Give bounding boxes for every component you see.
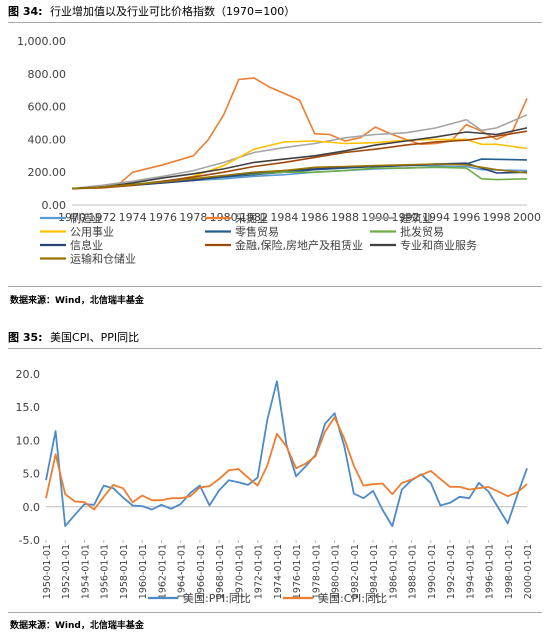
x-tick-label: 1962-01-01 (157, 544, 168, 599)
x-tick-label: 1988-01-01 (408, 544, 419, 599)
x-tick-label: 1968-01-01 (215, 544, 226, 599)
x-tick-label: 1996 (452, 211, 480, 224)
y-tick-label: 800.00 (28, 68, 67, 81)
industry-index-chart: 0.00 200.00 400.00 600.00 800.00 1,000.00 1970… (17, 35, 541, 266)
x-tick-label: 1970-01-01 (234, 544, 245, 599)
x-tick-label: 1972 (88, 211, 116, 224)
y-tick-label: 5.0 (23, 468, 41, 481)
legend-label-8: 专业和商业服务 (400, 238, 477, 252)
y-tick-label: 600.00 (28, 101, 67, 114)
x-tick-label: 1994-01-01 (465, 544, 476, 599)
legend-label-1: 美国:CPI:同比 (318, 592, 387, 605)
legend-label-5: 批发贸易 (400, 225, 444, 239)
legend-label-6: 信息业 (70, 238, 103, 252)
y-tick-label: -5.0 (19, 534, 40, 547)
x-tick-label: 1950-01-01 (42, 544, 53, 599)
x-tick-label: 1976-01-01 (292, 544, 303, 599)
x-tick-label: 1990-01-01 (427, 544, 438, 599)
figure-35-source: 数据来源：Wind，北信瑞丰基金 (10, 621, 144, 631)
x-tick-label: 1986-01-01 (388, 544, 399, 599)
x-tick-label: 1960-01-01 (138, 544, 149, 599)
x-tick-label: 1998-01-01 (504, 544, 515, 599)
series-line-1 (45, 416, 528, 511)
legend-label-0: 美国:PPI:同比 (183, 592, 251, 605)
x-tick-label: 1994 (422, 211, 450, 224)
x-tick-label: 1998 (483, 211, 511, 224)
us-cpi-ppi-chart: -5.0 0.0 5.0 10.0 15.0 20.0 1950-01-01 1952-01-… (16, 368, 535, 605)
series-line-2 (71, 114, 528, 190)
x-tick-label: 1970 (58, 211, 86, 224)
x-tick-label: 1984 (270, 211, 298, 224)
x-tick-label: 1958-01-01 (119, 544, 130, 599)
x-tick-label: 1954-01-01 (80, 544, 91, 599)
legend-label-7: 金融,保险,房地产及租赁业 (235, 238, 363, 252)
legend-label-9: 运输和仓储业 (70, 252, 136, 266)
legend-label-4: 零售贸易 (235, 225, 279, 239)
figure-34-divider (8, 286, 542, 287)
x-tick-label: 1988 (331, 211, 359, 224)
x-tick-label: 1976 (149, 211, 177, 224)
x-tick-label: 1986 (301, 211, 329, 224)
series-line-0 (45, 380, 528, 528)
x-tick-label: 1972-01-01 (254, 544, 265, 599)
y-tick-label: 0.0 (23, 501, 41, 514)
y-tick-label: 400.00 (28, 133, 67, 146)
x-tick-label: 1996-01-01 (485, 544, 496, 599)
x-tick-label: 1982 (240, 211, 268, 224)
figure-34-header: 图 34: 行业增加值以及行业可比价格指数（1970=100） (8, 4, 542, 23)
y-tick-label: 0.00 (42, 199, 67, 212)
y-tick-label: 10.0 (16, 434, 41, 447)
legend-label-3: 公用事业 (70, 226, 114, 239)
legend-label-1: 采掘业 (235, 211, 268, 225)
x-tick-label: 1974 (119, 211, 147, 224)
x-tick-label: 1974-01-01 (273, 544, 284, 599)
legend-label-0: 制造业 (70, 211, 103, 225)
y-tick-label: 1,000.00 (17, 35, 66, 48)
x-tick-label: 2000-01-01 (523, 544, 534, 599)
x-tick-label: 1982-01-01 (350, 544, 361, 599)
x-tick-label: 1952-01-01 (61, 544, 72, 599)
x-tick-label: 1992-01-01 (446, 544, 457, 599)
x-tick-label: 1978-01-01 (311, 544, 322, 599)
x-tick-label: 1964-01-01 (177, 544, 188, 599)
figure-35-title: 美国CPI、PPI同比 (50, 331, 140, 344)
figure-34-number: 图 34: (8, 5, 43, 18)
x-tick-label: 1984-01-01 (369, 544, 380, 599)
legend-label-2: 建筑业 (400, 211, 433, 225)
figure-35-divider (8, 612, 542, 613)
x-tick-label: 1978 (179, 211, 207, 224)
x-tick-label: 1966-01-01 (196, 544, 207, 599)
series-line-9 (71, 163, 528, 190)
series-line-8 (71, 127, 528, 190)
x-tick-label: 1992 (392, 211, 420, 224)
figure-34-source: 数据来源：Wind，北信瑞丰基金 (10, 296, 144, 306)
x-tick-label: 1980-01-01 (331, 544, 342, 599)
figure-34-title: 行业增加值以及行业可比价格指数（1970=100） (50, 5, 296, 18)
y-tick-label: 20.0 (16, 368, 41, 381)
figure-35-number: 图 35: (8, 331, 43, 344)
x-tick-label: 1956-01-01 (100, 544, 111, 599)
y-tick-label: 15.0 (16, 401, 41, 414)
x-tick-label: 2000 (513, 211, 541, 224)
y-tick-label: 200.00 (28, 166, 67, 179)
figure-35-header: 图 35: 美国CPI、PPI同比 (8, 330, 542, 349)
